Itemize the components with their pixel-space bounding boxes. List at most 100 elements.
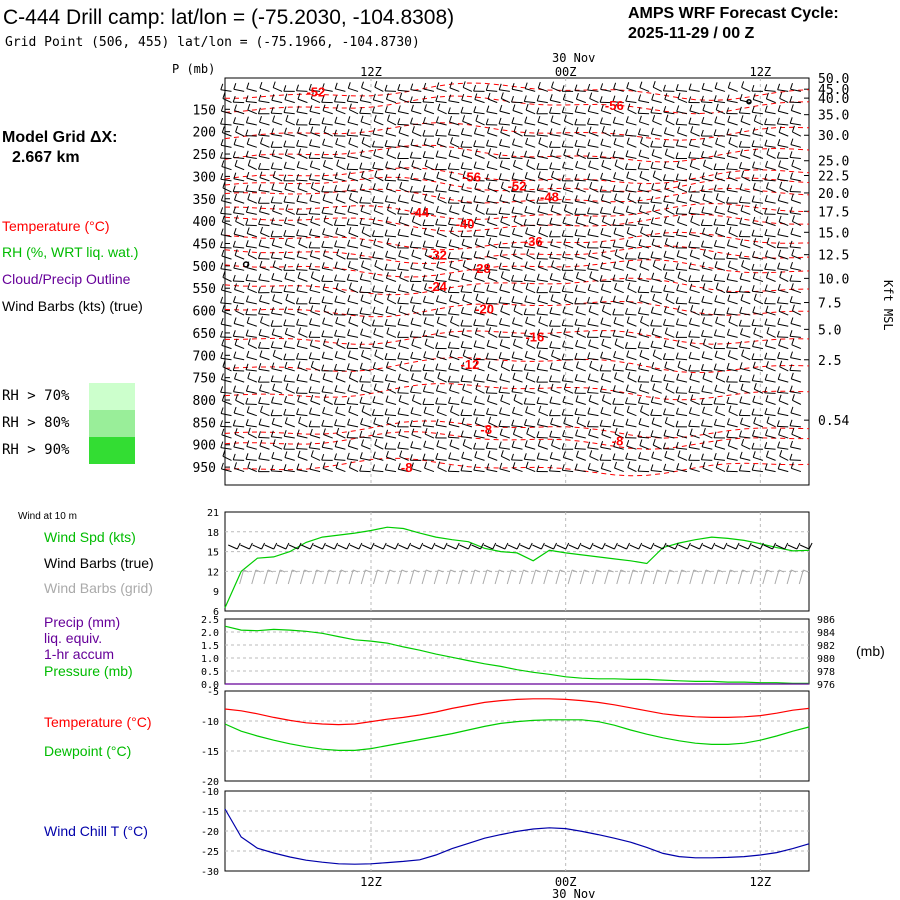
wind-barb-shaft	[538, 355, 548, 361]
wind-barb	[346, 307, 359, 316]
wind-barb-shaft	[259, 300, 270, 305]
wind-barb-shaft	[397, 213, 409, 215]
wind-barb-flag	[347, 295, 351, 302]
wind-barb-shaft	[450, 142, 460, 148]
wind-barb-shaft	[562, 201, 574, 204]
wind-barb	[536, 375, 548, 383]
wind-barb-shaft	[676, 379, 688, 383]
wind-barb	[726, 418, 738, 428]
wind-barb-shaft	[462, 389, 473, 394]
wind-barb-shaft	[526, 165, 536, 171]
wind-barb-flag	[346, 184, 350, 191]
wind-barb-flag	[422, 398, 426, 405]
wind-barb-shaft	[221, 110, 232, 115]
wind-barb-flag	[536, 184, 540, 191]
wind-barb-shaft	[714, 87, 726, 92]
wind-barb	[561, 408, 574, 417]
wind-barb	[387, 293, 397, 305]
wind-barb	[283, 353, 295, 361]
wind-barb-flag	[297, 92, 301, 100]
wind-barb-shaft	[448, 402, 460, 405]
wind-barb	[600, 351, 612, 361]
wind-barb-flag	[764, 297, 768, 304]
wind-barb-shaft	[298, 422, 308, 428]
wind-barb-shaft	[284, 99, 295, 104]
wind-barb	[284, 217, 295, 227]
wind-barb-shaft	[385, 235, 397, 238]
wind-barb	[435, 252, 447, 260]
wind-barb-shaft	[600, 267, 612, 271]
wind-barb-flag	[650, 251, 654, 258]
wind-barb-flag	[360, 328, 364, 335]
wind-barb-flag	[714, 295, 718, 302]
wind-barb	[777, 104, 789, 115]
wind-barb-flag	[562, 395, 566, 403]
wind-barb	[372, 251, 384, 260]
wind-barb-flag	[574, 84, 578, 91]
wind-barb-shaft	[600, 88, 612, 92]
wind-barb-flag	[259, 116, 262, 123]
wind-barb	[575, 216, 586, 227]
wind-barb	[625, 329, 637, 338]
wind-barb-shaft	[436, 156, 447, 159]
wind-barb-shaft	[398, 166, 409, 171]
wind-barb-flag	[753, 293, 757, 300]
wind-barb	[537, 328, 548, 338]
wind-barb	[789, 274, 801, 282]
wind-barb-flag	[410, 385, 413, 393]
wind-barb-flag	[500, 126, 504, 133]
wind-barb	[359, 396, 371, 405]
wind-barb-shaft	[271, 291, 283, 294]
kft-tick-label: 35.0	[818, 109, 849, 124]
wind-barb-flag	[689, 160, 693, 167]
wind-barb-flag	[321, 262, 325, 269]
wind-barb	[777, 283, 789, 294]
wind-barb	[296, 173, 308, 182]
wind-barb	[600, 283, 612, 294]
wind-barb-flag	[462, 383, 466, 390]
wind-barb-flag	[700, 308, 704, 316]
wind-barb-flag	[460, 230, 464, 237]
wind-barb-shaft	[284, 133, 295, 137]
wind-barb-shaft	[728, 355, 738, 361]
wind-barb-shaft	[475, 333, 485, 338]
wind-barb	[511, 240, 523, 249]
wind-barb	[599, 385, 612, 394]
y-tick-label: 9	[213, 587, 219, 598]
wind-barb	[789, 95, 801, 104]
wind-barb-flag	[626, 350, 630, 357]
wind-barb-flag	[561, 442, 565, 450]
wind-barb-shaft	[753, 188, 764, 193]
wind-barb	[372, 217, 384, 227]
wind-barb	[574, 118, 586, 126]
wind-barb	[220, 462, 232, 473]
wind-barb-flag	[498, 352, 502, 359]
wind-barb	[549, 362, 561, 372]
wind-barb	[701, 240, 713, 249]
wind-barb	[422, 206, 435, 215]
wind-barb	[738, 319, 751, 327]
wind-barb	[297, 450, 308, 461]
wind-barb-flag	[777, 83, 781, 90]
wind-barb	[409, 364, 422, 372]
wind-barb	[309, 105, 321, 115]
wind-barb-flag	[233, 296, 236, 303]
wind-barb-flag	[562, 217, 566, 224]
wind-barb	[410, 117, 422, 126]
wind-barb-flag	[575, 271, 579, 279]
wind-barb-shaft	[309, 268, 321, 271]
wind-barb	[296, 442, 308, 450]
wind-barb-shaft	[688, 391, 700, 394]
wind-barb-shaft	[474, 222, 485, 227]
wind-barb-flag	[359, 375, 363, 382]
wind-barb	[498, 151, 510, 160]
wind-barb	[688, 151, 700, 160]
wind-barb-flag	[259, 294, 262, 302]
wind-barb-flag	[398, 216, 402, 223]
wind-barb-shaft	[296, 235, 308, 238]
wind-barb-shaft	[689, 268, 700, 271]
wind-barb	[601, 249, 612, 260]
wind-barb	[247, 427, 258, 439]
wind-barb-shaft	[588, 434, 599, 439]
wind-barb	[701, 116, 713, 126]
